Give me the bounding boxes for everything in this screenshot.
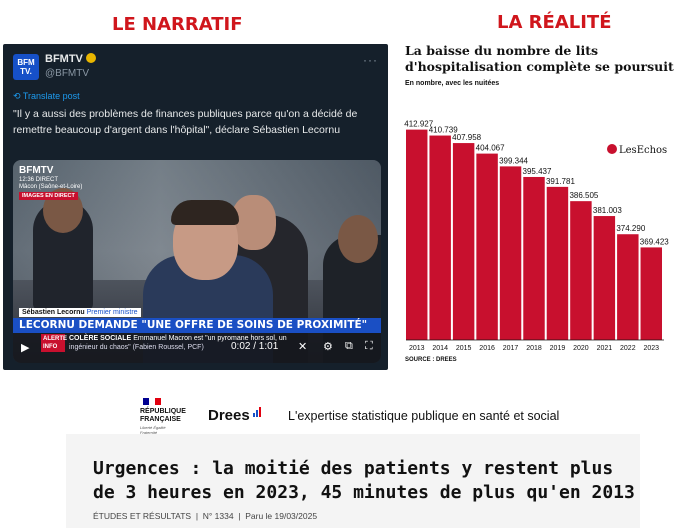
bar-2014 xyxy=(429,135,451,340)
narrative-heading: LE NARRATIF xyxy=(112,14,243,35)
fullscreen-icon[interactable]: ⛶ xyxy=(365,340,373,352)
tweet-author-handle[interactable]: @BFMTV xyxy=(45,68,90,79)
drees-logo[interactable]: Drees xyxy=(208,407,250,424)
value-label-2022: 374.290 xyxy=(616,224,645,233)
republic-motto: Liberté Égalité Fraternité xyxy=(140,425,166,435)
tick-label-2013: 2013 xyxy=(409,345,425,352)
article-category[interactable]: ÉTUDES ET RÉSULTATS xyxy=(93,511,192,521)
value-label-2017: 399.344 xyxy=(499,156,528,165)
bar-2023 xyxy=(640,247,662,340)
chart-source: SOURCE : DREES xyxy=(405,357,457,363)
lesechos-circle-icon xyxy=(607,144,617,154)
lesechos-logo: LesEchos xyxy=(607,144,667,156)
bar-2015 xyxy=(452,143,475,340)
volume-mute-icon[interactable]: ✕ xyxy=(298,341,308,353)
value-label-2018: 395.437 xyxy=(523,167,552,176)
tweet-author-name[interactable]: BFMTV xyxy=(45,53,96,65)
bar-2016 xyxy=(476,153,498,340)
live-images-badge: IMAGES EN DIRECT xyxy=(19,192,78,200)
tick-label-2023: 2023 xyxy=(643,345,659,352)
news-ticker: COLÈRE SOCIALE Emmanuel Macron est "un p… xyxy=(69,335,287,342)
value-label-2023: 369.423 xyxy=(640,237,669,246)
chart-title: La baisse du nombre de lits d'hospitalis… xyxy=(405,43,674,74)
speaker-caption: Sébastien Lecornu Premier ministre xyxy=(19,308,141,317)
more-options-icon[interactable]: ··· xyxy=(363,53,378,67)
article-date: Paru le 19/03/2025 xyxy=(245,511,318,521)
value-label-2021: 381.003 xyxy=(593,206,622,215)
tick-label-2018: 2018 xyxy=(526,345,542,352)
value-label-2013: 412.927 xyxy=(404,120,433,129)
settings-icon[interactable]: ⚙ xyxy=(323,341,333,353)
alert-badge: ALERTE INFO xyxy=(41,334,67,352)
bar-2020 xyxy=(570,201,592,340)
chart-subtitle: En nombre, avec les nuitées xyxy=(405,80,500,87)
article-headline[interactable]: Urgences : la moitié des patients y rest… xyxy=(93,458,635,503)
hospital-beds-bar-chart: 412.927 2013 410.739 2014 407.958 2015 404.067… xyxy=(404,120,669,352)
bar-2018 xyxy=(523,176,545,340)
tick-label-2021: 2021 xyxy=(597,345,613,352)
verified-badge-icon xyxy=(85,53,96,63)
bar-2017 xyxy=(499,166,522,340)
bfmtv-logo[interactable]: BFM TV. xyxy=(13,54,39,80)
bar-2019 xyxy=(546,186,569,340)
bar-2013 xyxy=(406,129,428,340)
tick-label-2022: 2022 xyxy=(620,345,636,352)
tweet-text: "Il y a aussi des problèmes de finances … xyxy=(13,108,358,136)
marianne-flag-icon xyxy=(143,398,161,405)
drees-tagline: L'expertise statistique publique en sant… xyxy=(288,409,560,423)
value-label-2020: 386.505 xyxy=(569,191,598,200)
tweet-card[interactable]: BFM TV. BFMTV @BFMTV ··· ⟲ Translate pos… xyxy=(3,44,388,370)
video-time: 12:36 DIRECT xyxy=(19,177,59,183)
value-label-2015: 407.958 xyxy=(452,133,481,142)
tick-label-2016: 2016 xyxy=(479,345,495,352)
article-meta: ÉTUDES ET RÉSULTATS | N° 1334 | Paru le … xyxy=(93,511,318,521)
picture-in-picture-icon[interactable]: ⧉ xyxy=(345,340,353,352)
video-location: Mâcon (Saône-et-Loire) xyxy=(19,184,83,190)
tick-label-2014: 2014 xyxy=(432,345,448,352)
tick-label-2015: 2015 xyxy=(456,345,472,352)
translate-icon: ⟲ xyxy=(13,91,23,101)
tick-label-2020: 2020 xyxy=(573,345,589,352)
article-header-box xyxy=(66,434,640,528)
drees-bars-icon xyxy=(253,407,265,417)
play-icon[interactable]: ▶ xyxy=(21,342,30,354)
news-ticker-line2: ingénieur du chaos" (Fabien Roussel, PCF… xyxy=(69,344,204,351)
video-channel-logo: BFMTV xyxy=(19,165,54,176)
bar-2022 xyxy=(617,234,639,340)
video-player[interactable]: BFMTV 12:36 DIRECT Mâcon (Saône-et-Loire… xyxy=(13,160,381,363)
republique-francaise-logo: RÉPUBLIQUE FRANÇAISE xyxy=(140,408,186,423)
video-banner: LECORNU DEMANDE "UNE OFFRE DE SOINS DE P… xyxy=(13,318,381,333)
video-timestamp: 0:02 / 1:01 xyxy=(231,341,279,352)
bar-2021 xyxy=(593,216,616,340)
tick-label-2019: 2019 xyxy=(550,345,566,352)
tick-label-2017: 2017 xyxy=(503,345,519,352)
value-label-2019: 391.781 xyxy=(546,177,575,186)
value-label-2016: 404.067 xyxy=(476,144,505,153)
article-number: N° 1334 xyxy=(202,511,234,521)
reality-heading: LA RÉALITÉ xyxy=(497,12,612,33)
translate-post-link[interactable]: ⟲ Translate post xyxy=(13,91,80,101)
value-label-2014: 410.739 xyxy=(429,126,458,135)
